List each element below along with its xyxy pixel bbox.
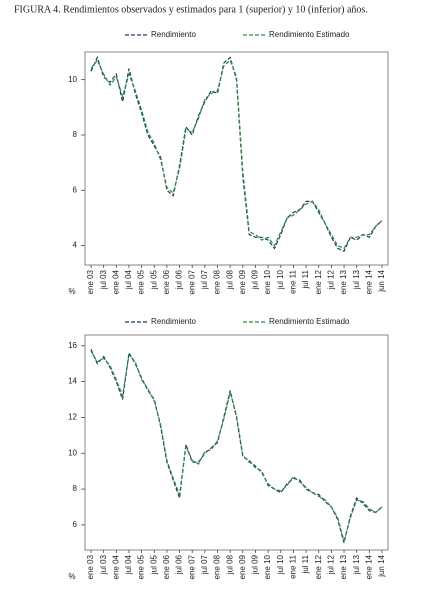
x-tick-label: jul 11 xyxy=(301,554,310,574)
x-tick-label: ene 05 xyxy=(137,554,146,579)
x-tick-label: jul 05 xyxy=(149,269,158,290)
x-tick-label: jul 12 xyxy=(327,269,336,290)
x-tick-label: jun 14 xyxy=(377,269,386,292)
x-tick-label: jul 10 xyxy=(276,554,285,575)
x-tick-label: ene 03 xyxy=(86,554,95,579)
x-tick-label: ene 10 xyxy=(263,554,272,579)
x-tick-label: jul 11 xyxy=(301,269,310,289)
x-tick-label: jul 03 xyxy=(99,554,108,575)
x-tick-label: ene 12 xyxy=(314,269,323,294)
x-tick-label: jul 04 xyxy=(124,554,133,575)
plot-frame xyxy=(84,51,389,266)
x-tick-label: ene 06 xyxy=(162,269,171,294)
x-tick-label: ene 03 xyxy=(86,269,95,294)
x-tick-label: jul 03 xyxy=(99,269,108,290)
legend-label: Rendimiento xyxy=(151,30,196,39)
y-tick-label: 8 xyxy=(73,130,78,139)
y-tick-label: 16 xyxy=(68,341,77,350)
y-tick-label: 10 xyxy=(68,75,77,84)
x-tick-label: jun 14 xyxy=(377,554,386,577)
x-tick-label: ene 06 xyxy=(162,554,171,579)
legend-label: Rendimiento xyxy=(151,317,196,326)
y-axis-label: % xyxy=(68,572,75,581)
x-tick-label: ene 07 xyxy=(187,554,196,579)
series-line xyxy=(90,350,383,544)
y-tick-label: 6 xyxy=(73,520,78,529)
x-tick-label: ene 09 xyxy=(238,554,247,579)
y-tick-label: 6 xyxy=(73,185,78,194)
x-tick-label: ene 07 xyxy=(187,269,196,294)
x-tick-label: ene 11 xyxy=(289,554,298,578)
x-tick-label: jul 12 xyxy=(327,554,336,575)
x-tick-label: ene 14 xyxy=(364,554,373,579)
x-tick-label: jul 08 xyxy=(225,554,234,575)
x-tick-label: jul 13 xyxy=(352,554,361,575)
x-tick-label: jul 13 xyxy=(352,269,361,290)
x-tick-label: ene 11 xyxy=(289,269,298,293)
x-tick-label: jul 06 xyxy=(175,269,184,290)
x-tick-label: ene 14 xyxy=(364,269,373,294)
y-tick-label: 4 xyxy=(73,241,78,250)
x-tick-label: ene 05 xyxy=(137,269,146,294)
x-tick-label: ene 10 xyxy=(263,269,272,294)
x-tick-label: ene 13 xyxy=(339,269,348,294)
x-tick-label: ene 12 xyxy=(314,554,323,579)
x-tick-label: ene 04 xyxy=(111,554,120,579)
x-tick-label: jul 10 xyxy=(276,269,285,290)
plot-frame xyxy=(84,334,389,551)
legend-label: Rendimiento Estimado xyxy=(269,317,350,326)
x-tick-label: jul 07 xyxy=(200,554,209,575)
y-tick-label: 10 xyxy=(68,448,77,457)
series-line xyxy=(90,55,383,252)
x-tick-label: jul 08 xyxy=(225,269,234,290)
x-tick-label: ene 09 xyxy=(238,269,247,294)
x-tick-label: jul 09 xyxy=(251,269,260,290)
y-tick-label: 12 xyxy=(68,413,77,422)
x-tick-label: jul 04 xyxy=(124,269,133,290)
x-tick-label: ene 08 xyxy=(213,554,222,579)
series-line xyxy=(90,59,383,250)
x-tick-label: jul 05 xyxy=(149,554,158,575)
y-tick-label: 14 xyxy=(68,377,77,386)
x-tick-label: jul 07 xyxy=(200,269,209,290)
x-tick-label: jul 09 xyxy=(251,554,260,575)
y-tick-label: 8 xyxy=(73,484,78,493)
x-tick-label: ene 04 xyxy=(111,269,120,294)
x-tick-label: ene 13 xyxy=(339,554,348,579)
x-tick-label: jul 06 xyxy=(175,554,184,575)
caption: FIGURA 4. Rendimientos observados y esti… xyxy=(14,4,368,15)
x-tick-label: ene 08 xyxy=(213,269,222,294)
y-axis-label: % xyxy=(68,287,75,296)
series-line xyxy=(90,349,383,543)
legend-label: Rendimiento Estimado xyxy=(269,30,350,39)
